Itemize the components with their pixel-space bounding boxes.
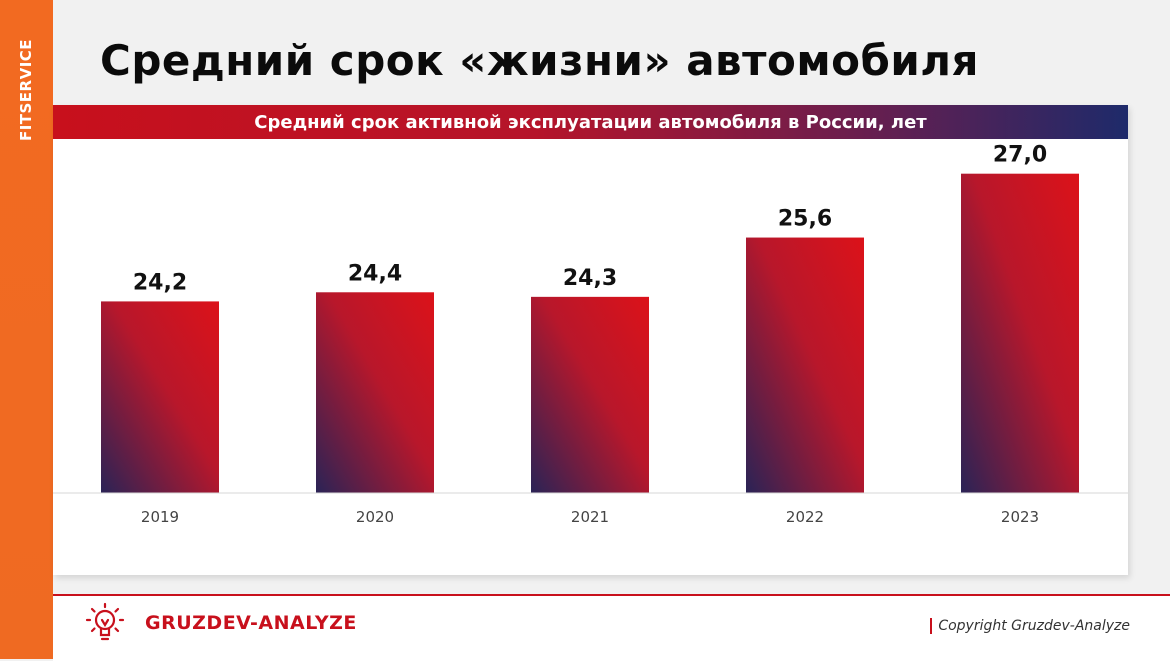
x-tick-label-2021: 2021 — [571, 508, 609, 526]
bar-2019 — [101, 301, 219, 493]
x-tick-label-2019: 2019 — [141, 508, 179, 526]
chart-card: 24,2 2019 24,4 2020 24,3 2021 25,6 2022 27,0 2023… — [53, 105, 1128, 575]
page-title: Средний срок «жизни» автомобиля — [100, 36, 979, 85]
x-tick-label-2023: 2023 — [1001, 508, 1039, 526]
data-label-2019: 24,2 — [133, 270, 187, 295]
footer: GRUZDEV-ANALYZE Copyright Gruzdev-Analyz… — [53, 594, 1170, 661]
data-label-2023: 27,0 — [993, 143, 1047, 168]
x-tick-label-2022: 2022 — [786, 508, 824, 526]
x-tick-label-2020: 2020 — [356, 508, 394, 526]
footer-brand-name: GRUZDEV-ANALYZE — [145, 612, 357, 634]
bar-2023 — [961, 173, 1079, 493]
bar-2022 — [746, 237, 864, 493]
bars-layer: 24,2 2019 24,4 2020 24,3 2021 25,6 2022 27,0 2023 — [101, 143, 1079, 526]
sidebar: FITSERVICE — [0, 0, 53, 659]
data-label-2020: 24,4 — [348, 261, 402, 286]
data-label-2022: 25,6 — [778, 207, 832, 232]
lightbulb-icon — [85, 602, 125, 641]
sidebar-brand-label: FITSERVICE — [17, 38, 35, 142]
bar-2020 — [316, 292, 434, 493]
footer-copyright: Copyright Gruzdev-Analyze — [930, 618, 1130, 634]
bar-2021 — [531, 296, 649, 493]
bar-chart: 24,2 2019 24,4 2020 24,3 2021 25,6 2022 27,0 2023 — [53, 143, 1128, 526]
data-label-2021: 24,3 — [563, 266, 617, 291]
chart-title-banner: Средний срок активной эксплуатации автом… — [53, 105, 1128, 139]
